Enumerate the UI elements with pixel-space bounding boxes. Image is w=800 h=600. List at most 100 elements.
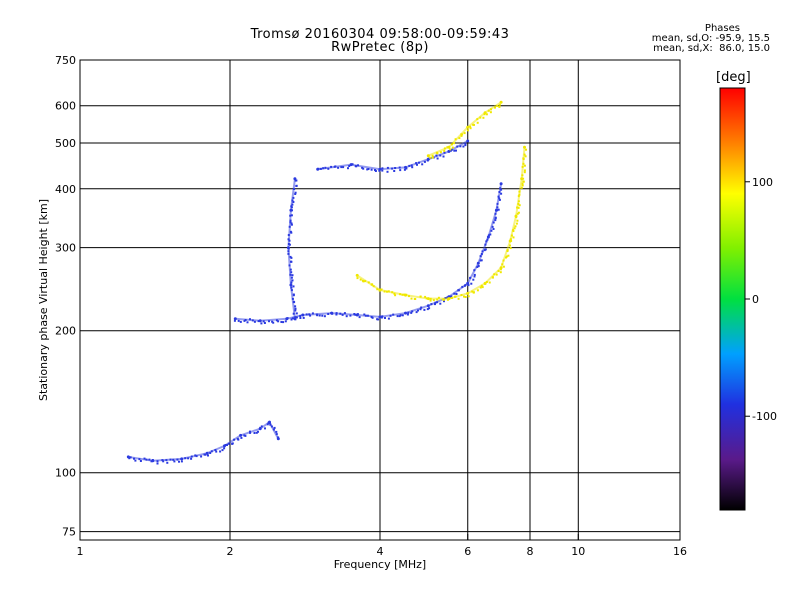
- data-point: [221, 449, 224, 452]
- data-point: [253, 320, 256, 323]
- data-point: [291, 203, 294, 206]
- data-point: [294, 309, 297, 312]
- data-point: [419, 308, 422, 311]
- data-point: [476, 289, 479, 292]
- data-point: [436, 157, 439, 160]
- data-point: [301, 313, 305, 317]
- data-point: [434, 303, 436, 306]
- data-point: [321, 314, 324, 317]
- data-point: [289, 221, 292, 224]
- data-point: [327, 313, 330, 315]
- data-point: [522, 162, 525, 165]
- data-point: [426, 154, 430, 158]
- data-point: [161, 459, 164, 462]
- data-point: [510, 234, 513, 237]
- chart-title: Tromsø 20160304 09:58:00-09:59:43: [250, 27, 510, 42]
- data-point: [237, 438, 240, 441]
- data-point: [467, 295, 470, 298]
- data-point: [509, 244, 511, 247]
- data-point: [285, 317, 289, 321]
- data-point: [386, 166, 389, 169]
- data-point: [498, 106, 501, 108]
- data-point: [358, 316, 361, 319]
- data-point: [294, 316, 297, 319]
- data-point: [515, 222, 518, 225]
- data-point: [291, 317, 294, 320]
- data-point: [469, 125, 472, 128]
- data-point: [277, 320, 280, 323]
- data-point: [295, 312, 298, 315]
- data-point: [521, 174, 524, 177]
- data-point: [287, 250, 290, 253]
- data-point: [243, 434, 246, 437]
- data-point: [273, 426, 276, 429]
- data-point: [290, 222, 293, 225]
- data-point: [491, 276, 494, 279]
- data-point: [367, 281, 370, 284]
- data-point: [525, 148, 527, 151]
- data-point: [233, 317, 237, 321]
- data-point: [334, 165, 337, 168]
- data-point: [355, 313, 359, 317]
- data-point: [482, 116, 485, 119]
- data-point: [499, 271, 502, 274]
- data-point: [381, 169, 384, 172]
- data-point: [436, 301, 439, 304]
- data-point: [417, 309, 419, 312]
- data-point: [290, 286, 293, 289]
- data-point: [399, 314, 402, 317]
- data-point: [266, 423, 269, 426]
- data-point: [262, 320, 265, 323]
- y-tick-label: 400: [55, 183, 76, 196]
- x-tick-label: 1: [77, 545, 84, 558]
- data-point: [492, 221, 495, 224]
- trace-line: [128, 420, 280, 462]
- data-point: [362, 280, 365, 283]
- data-point: [341, 313, 344, 316]
- data-point: [428, 307, 431, 310]
- data-point: [476, 261, 480, 265]
- data-point: [497, 195, 500, 198]
- data-point: [454, 138, 457, 141]
- data-point: [521, 165, 524, 168]
- data-point: [305, 313, 308, 316]
- data-point: [323, 315, 326, 318]
- phase-o-stats: mean, sd,O: -95.9, 15.5: [651, 33, 770, 44]
- data-point: [516, 219, 519, 222]
- data-point: [290, 281, 293, 284]
- data-point: [520, 177, 524, 181]
- data-point: [173, 460, 176, 463]
- data-point: [469, 127, 472, 130]
- data-point: [393, 170, 396, 172]
- data-point: [447, 149, 451, 153]
- data-point: [518, 190, 521, 193]
- data-point: [483, 111, 487, 115]
- data-point: [290, 289, 293, 292]
- data-point: [371, 316, 374, 319]
- data-point: [354, 313, 357, 316]
- data-point: [377, 318, 380, 321]
- data-point: [467, 284, 470, 287]
- data-point: [378, 169, 381, 172]
- data-point: [499, 266, 503, 270]
- data-point: [483, 113, 486, 116]
- data-point: [214, 449, 217, 451]
- data-point: [176, 458, 179, 461]
- data-point: [355, 165, 358, 168]
- data-point: [348, 165, 351, 167]
- data-point: [270, 425, 273, 428]
- data-point: [447, 297, 451, 301]
- data-point: [233, 319, 236, 322]
- data-point: [180, 460, 183, 463]
- data-point: [166, 461, 169, 464]
- data-point: [472, 291, 475, 294]
- phase-header: Phases: [704, 23, 740, 34]
- data-point: [290, 206, 293, 209]
- data-point: [426, 297, 430, 301]
- data-point: [364, 280, 367, 283]
- data-point: [364, 314, 367, 317]
- data-point: [485, 240, 488, 243]
- data-point: [479, 259, 482, 262]
- data-point: [466, 139, 470, 143]
- data-point: [481, 250, 484, 253]
